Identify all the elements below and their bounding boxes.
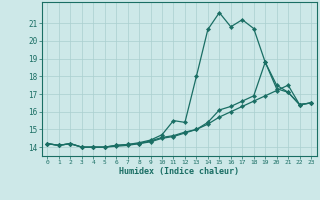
X-axis label: Humidex (Indice chaleur): Humidex (Indice chaleur) [119, 167, 239, 176]
